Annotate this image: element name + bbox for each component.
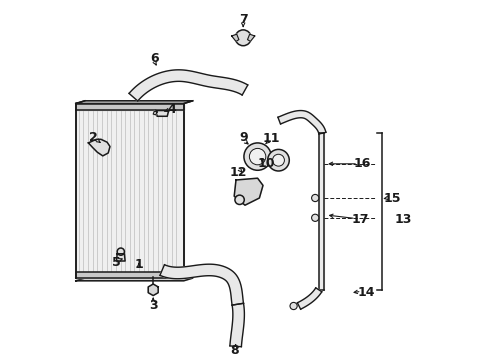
Polygon shape	[153, 111, 157, 115]
Circle shape	[290, 302, 297, 310]
Polygon shape	[297, 288, 322, 309]
Circle shape	[117, 248, 124, 255]
Circle shape	[249, 148, 266, 165]
Polygon shape	[278, 111, 326, 134]
Text: 16: 16	[354, 157, 371, 170]
Text: 6: 6	[150, 52, 159, 65]
Text: 2: 2	[90, 131, 98, 144]
Circle shape	[235, 30, 251, 46]
Text: 14: 14	[357, 286, 375, 299]
Polygon shape	[160, 264, 244, 305]
Text: 10: 10	[257, 157, 274, 170]
Polygon shape	[234, 178, 263, 205]
Text: 3: 3	[149, 299, 157, 312]
Polygon shape	[247, 34, 255, 41]
Polygon shape	[88, 139, 110, 156]
Text: 7: 7	[239, 13, 247, 26]
Polygon shape	[129, 70, 248, 101]
Polygon shape	[230, 303, 245, 347]
Text: 4: 4	[167, 103, 176, 116]
Polygon shape	[76, 104, 184, 278]
Polygon shape	[148, 284, 158, 296]
Polygon shape	[319, 133, 324, 290]
Polygon shape	[76, 271, 184, 278]
Text: 9: 9	[239, 131, 247, 144]
Circle shape	[235, 195, 245, 204]
Circle shape	[312, 194, 319, 202]
Text: 8: 8	[230, 345, 239, 357]
Text: 11: 11	[262, 132, 280, 145]
Text: 5: 5	[112, 256, 121, 269]
Polygon shape	[76, 278, 193, 281]
Circle shape	[312, 214, 319, 221]
Circle shape	[272, 154, 284, 166]
Circle shape	[244, 143, 271, 170]
Polygon shape	[232, 34, 239, 41]
Polygon shape	[156, 111, 169, 116]
Text: 1: 1	[134, 258, 143, 271]
Polygon shape	[76, 104, 184, 110]
Circle shape	[268, 149, 289, 171]
Text: 15: 15	[383, 192, 401, 205]
Text: 12: 12	[230, 166, 247, 179]
Text: 17: 17	[351, 213, 369, 226]
Polygon shape	[117, 254, 125, 261]
Polygon shape	[76, 101, 193, 104]
Bar	[76, 104, 184, 278]
Text: 13: 13	[395, 213, 412, 226]
